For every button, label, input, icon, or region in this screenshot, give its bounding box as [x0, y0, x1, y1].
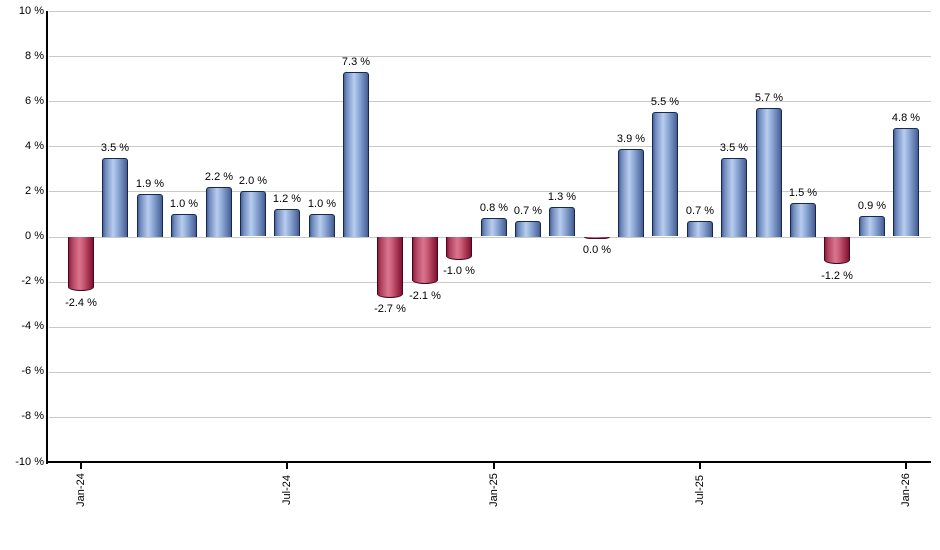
x-axis-line [46, 461, 931, 463]
bar-Jan-25 [481, 218, 507, 236]
gridline [49, 101, 931, 102]
bar-value-label: 0.7 % [685, 205, 715, 217]
y-axis-tick-label: 10 % [18, 5, 44, 17]
gridline [49, 56, 931, 57]
y-axis-tick-label: 8 % [25, 50, 44, 62]
bar-Mar-24 [137, 194, 163, 237]
bar-value-label: 1.0 % [169, 198, 199, 210]
gridline [49, 237, 931, 238]
bar-value-label: 5.7 % [754, 92, 784, 104]
y-axis-tick-label: -2 % [21, 275, 44, 287]
x-axis-tick [493, 463, 495, 469]
x-axis-tick-label: Jan-24 [75, 473, 87, 507]
bar-Sep-25 [756, 108, 782, 237]
bar-Dec-25 [859, 216, 885, 236]
bar-value-label: -2.4 % [65, 297, 97, 309]
bar-value-label: 2.0 % [238, 175, 268, 187]
bar-value-label: 3.9 % [616, 133, 646, 145]
bar-value-label: 1.0 % [307, 198, 337, 210]
x-axis-tick-label: Jul-25 [694, 475, 706, 505]
bar-value-label: 0.9 % [857, 200, 887, 212]
bar-Feb-24 [102, 158, 128, 237]
y-axis-tick-label: 4 % [25, 140, 44, 152]
bar-value-label: 7.3 % [341, 56, 371, 68]
gridline [49, 146, 931, 147]
y-axis-tick-label: 2 % [25, 185, 44, 197]
x-axis-tick [80, 463, 82, 469]
bar-Dec-24 [446, 237, 472, 260]
bar-Aug-25 [721, 158, 747, 237]
bar-Jan-26 [893, 128, 919, 236]
y-axis-tick-label: -6 % [21, 365, 44, 377]
y-axis-tick-label: 6 % [25, 95, 44, 107]
x-axis-tick [699, 463, 701, 469]
y-axis-line [46, 11, 48, 464]
x-axis-tick-label: Jul-24 [281, 475, 293, 505]
bar-value-label: 4.8 % [891, 112, 921, 124]
gridline [49, 11, 931, 12]
bar-value-label: 2.2 % [204, 171, 234, 183]
bar-Oct-25 [790, 203, 816, 237]
bar-Oct-24 [377, 237, 403, 298]
bar-value-label: 1.2 % [272, 193, 302, 205]
bar-Nov-24 [412, 237, 438, 284]
bar-Apr-24 [171, 214, 197, 237]
bar-value-label: 0.7 % [513, 205, 543, 217]
bar-May-24 [206, 187, 232, 237]
bar-Feb-25 [515, 221, 541, 237]
bar-value-label: -2.1 % [409, 290, 441, 302]
bar-value-label: 0.0 % [582, 244, 612, 256]
gridline [49, 191, 931, 192]
bar-value-label: 1.9 % [135, 178, 165, 190]
gridline [49, 372, 931, 373]
bar-Jun-24 [240, 191, 266, 236]
bar-value-label: 1.5 % [788, 187, 818, 199]
gridline [49, 417, 931, 418]
bar-Aug-24 [309, 214, 335, 237]
bar-Sep-24 [343, 72, 369, 237]
x-axis-tick-label: Jan-25 [488, 473, 500, 507]
bar-value-label: 0.8 % [479, 202, 509, 214]
y-axis-tick-label: -10 % [15, 456, 44, 468]
bar-Jan-24 [68, 237, 94, 291]
bar-Nov-25 [824, 237, 850, 264]
bar-value-label: 3.5 % [719, 142, 749, 154]
bar-value-label: -1.0 % [443, 265, 475, 277]
gridline [49, 282, 931, 283]
bar-May-25 [618, 149, 644, 237]
bar-Apr-25 [584, 237, 610, 239]
bar-value-label: 5.5 % [650, 96, 680, 108]
bar-value-label: 3.5 % [100, 142, 130, 154]
bar-value-label: -2.7 % [374, 303, 406, 315]
bar-value-label: 1.3 % [547, 191, 577, 203]
y-axis-tick-label: 0 % [25, 230, 44, 242]
x-axis-tick [286, 463, 288, 469]
x-axis-tick-label: Jan-26 [900, 473, 912, 507]
bar-value-label: -1.2 % [821, 270, 853, 282]
bar-Mar-25 [549, 207, 575, 236]
bar-Jun-25 [652, 112, 678, 236]
x-axis-tick [905, 463, 907, 469]
bar-Jul-24 [274, 209, 300, 236]
y-axis-tick-label: -8 % [21, 410, 44, 422]
y-axis-tick-label: -4 % [21, 320, 44, 332]
bar-Jul-25 [687, 221, 713, 237]
gridline [49, 327, 931, 328]
